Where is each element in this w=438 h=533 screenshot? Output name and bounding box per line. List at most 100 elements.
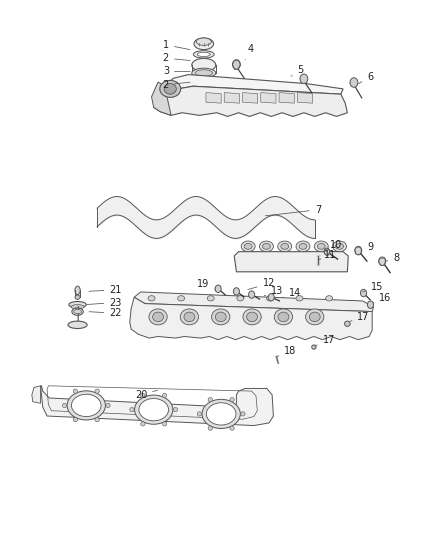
Ellipse shape <box>184 312 195 321</box>
Ellipse shape <box>278 241 292 252</box>
Ellipse shape <box>192 59 216 71</box>
Ellipse shape <box>202 399 240 429</box>
Ellipse shape <box>173 408 178 412</box>
Ellipse shape <box>336 244 343 249</box>
Ellipse shape <box>324 248 330 255</box>
Ellipse shape <box>75 295 80 300</box>
Text: 6: 6 <box>358 71 373 84</box>
Ellipse shape <box>162 393 167 398</box>
Text: 22: 22 <box>89 308 122 318</box>
Ellipse shape <box>237 296 244 301</box>
Ellipse shape <box>141 393 145 398</box>
Ellipse shape <box>345 321 350 326</box>
Text: 13: 13 <box>264 286 283 296</box>
Ellipse shape <box>212 309 230 325</box>
Text: 16: 16 <box>373 293 392 303</box>
Ellipse shape <box>162 422 167 426</box>
Ellipse shape <box>106 403 110 408</box>
Ellipse shape <box>71 305 84 309</box>
Ellipse shape <box>139 399 169 421</box>
Polygon shape <box>224 93 240 103</box>
Ellipse shape <box>247 312 258 321</box>
Polygon shape <box>206 93 221 103</box>
Ellipse shape <box>160 80 181 98</box>
Ellipse shape <box>192 68 216 78</box>
Ellipse shape <box>208 398 212 402</box>
Ellipse shape <box>208 426 212 430</box>
Polygon shape <box>154 86 347 116</box>
Text: 21: 21 <box>89 285 122 295</box>
Text: 17: 17 <box>350 312 370 322</box>
Ellipse shape <box>241 412 245 416</box>
Text: 8: 8 <box>385 253 399 263</box>
Ellipse shape <box>197 52 210 56</box>
Ellipse shape <box>215 312 226 321</box>
Ellipse shape <box>134 395 173 424</box>
Ellipse shape <box>62 403 67 408</box>
Ellipse shape <box>259 241 273 252</box>
Ellipse shape <box>274 309 293 325</box>
Text: 2: 2 <box>162 53 190 63</box>
Ellipse shape <box>300 74 308 84</box>
Ellipse shape <box>194 38 214 50</box>
Ellipse shape <box>296 296 303 301</box>
Text: 11: 11 <box>319 250 336 260</box>
Ellipse shape <box>318 244 325 249</box>
Ellipse shape <box>67 391 106 420</box>
Ellipse shape <box>130 408 134 412</box>
Ellipse shape <box>233 288 240 295</box>
Ellipse shape <box>332 241 346 252</box>
Ellipse shape <box>73 389 78 393</box>
Ellipse shape <box>73 417 78 422</box>
Text: 17: 17 <box>315 335 335 346</box>
Text: 18: 18 <box>277 346 297 357</box>
Ellipse shape <box>75 286 80 295</box>
Ellipse shape <box>266 296 273 301</box>
Ellipse shape <box>367 301 374 309</box>
Text: 3: 3 <box>163 67 190 76</box>
Ellipse shape <box>193 51 214 58</box>
Ellipse shape <box>180 309 198 325</box>
Ellipse shape <box>152 312 163 321</box>
Ellipse shape <box>141 422 145 426</box>
Ellipse shape <box>68 321 87 328</box>
Polygon shape <box>234 252 348 272</box>
Text: 5: 5 <box>291 66 304 76</box>
Ellipse shape <box>178 296 185 301</box>
Polygon shape <box>130 297 372 340</box>
Text: 15: 15 <box>363 281 383 292</box>
Text: 2: 2 <box>162 79 190 90</box>
Ellipse shape <box>207 296 214 301</box>
Ellipse shape <box>74 310 81 314</box>
Ellipse shape <box>306 309 324 325</box>
Polygon shape <box>243 93 258 103</box>
Ellipse shape <box>95 389 99 393</box>
Text: 7: 7 <box>265 205 321 216</box>
Ellipse shape <box>309 312 320 321</box>
Ellipse shape <box>278 312 289 321</box>
Text: 1: 1 <box>163 40 190 50</box>
Ellipse shape <box>296 241 310 252</box>
Ellipse shape <box>197 412 201 416</box>
Ellipse shape <box>268 294 274 301</box>
Ellipse shape <box>241 241 255 252</box>
Ellipse shape <box>195 70 212 76</box>
Ellipse shape <box>355 246 362 255</box>
Ellipse shape <box>233 60 240 69</box>
Ellipse shape <box>312 345 316 349</box>
Ellipse shape <box>164 84 177 94</box>
Ellipse shape <box>314 241 328 252</box>
Ellipse shape <box>215 285 221 293</box>
Ellipse shape <box>230 398 234 402</box>
Ellipse shape <box>197 80 210 84</box>
Polygon shape <box>165 75 343 94</box>
Ellipse shape <box>206 403 236 425</box>
Ellipse shape <box>95 417 99 422</box>
Ellipse shape <box>244 244 252 249</box>
Polygon shape <box>41 386 273 425</box>
Ellipse shape <box>281 244 289 249</box>
Ellipse shape <box>149 309 167 325</box>
Text: 23: 23 <box>87 297 122 308</box>
Ellipse shape <box>196 38 212 45</box>
Ellipse shape <box>299 244 307 249</box>
